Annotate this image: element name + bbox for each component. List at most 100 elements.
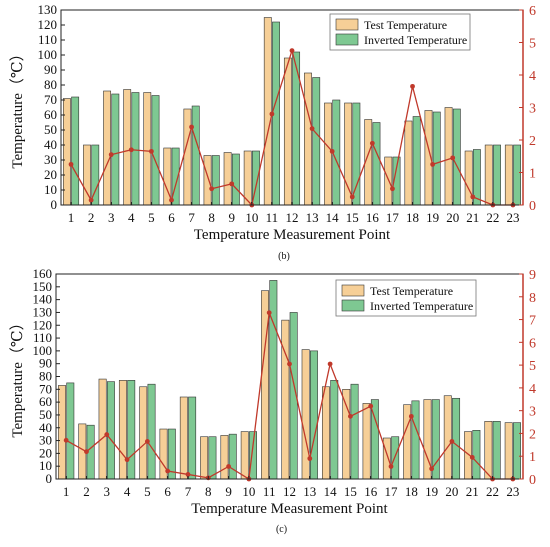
y2-tick-label: 3	[529, 405, 536, 420]
y2-tick-label: 1	[529, 167, 536, 182]
y-tick-label: 100	[33, 343, 53, 358]
y-tick-label: 40	[39, 420, 52, 435]
error-point-13	[307, 456, 313, 461]
error-point-1	[68, 161, 74, 167]
inverted-bar-7	[188, 396, 197, 480]
x-tick-label: 9	[228, 210, 235, 225]
legend-label-inverted: Inverted Temperature	[364, 33, 467, 47]
x-tick-label: 23	[506, 484, 519, 499]
y-tick-label: 20	[44, 167, 57, 182]
x-tick-label: 4	[124, 484, 131, 499]
x-tick-label: 15	[346, 210, 359, 225]
inverted-bar-11	[269, 280, 278, 480]
test-bar-16	[362, 403, 371, 480]
x-tick-label: 23	[506, 210, 519, 225]
x-tick-label: 5	[144, 484, 151, 499]
x-tick-label: 7	[185, 484, 192, 499]
x-tick-label: 21	[466, 210, 479, 225]
y-tick-label: 90	[39, 356, 52, 371]
x-tick-label: 7	[188, 210, 195, 225]
x-tick-label: 1	[63, 484, 70, 499]
test-bar-7	[183, 108, 192, 206]
y2-tick-label: 3	[529, 102, 536, 117]
x-tick-label: 4	[128, 210, 135, 225]
legend-label-test: Test Temperature	[364, 18, 447, 32]
test-bar-12	[281, 319, 290, 480]
inverted-bar-21	[472, 430, 481, 480]
error-point-16	[368, 403, 374, 409]
x-tick-label: 17	[386, 210, 400, 225]
y-tick-label: 90	[44, 62, 57, 77]
y2-tick-label: 5	[529, 359, 536, 374]
y-axis-title: Temperature（℃）	[9, 315, 26, 437]
x-tick-label: 16	[366, 210, 380, 225]
error-point-3	[108, 152, 114, 158]
inverted-bar-20	[452, 397, 461, 480]
x-tick-label: 13	[303, 484, 316, 499]
error-point-17	[388, 464, 394, 469]
test-bar-11	[261, 290, 270, 480]
x-tick-label: 12	[286, 210, 299, 225]
x-tick-label: 19	[426, 210, 439, 225]
y-tick-label: 50	[44, 122, 57, 137]
inverted-bar-1	[71, 96, 80, 206]
inverted-bar-7	[191, 105, 200, 206]
error-point-16	[369, 140, 375, 146]
legend-swatch-inverted	[341, 299, 365, 312]
error-point-11	[269, 111, 275, 117]
y-tick-label: 80	[39, 369, 52, 384]
error-point-3	[104, 432, 110, 437]
test-bar-10	[243, 150, 252, 206]
y2-tick-label: 5	[529, 37, 536, 52]
inverted-bar-9	[228, 433, 237, 480]
legend-swatch-inverted	[335, 33, 359, 46]
inverted-bar-15	[350, 383, 359, 480]
chart-c: 0102030405060708090100110120130140150160…	[9, 266, 536, 535]
error-point-14	[327, 361, 333, 367]
x-tick-label: 20	[446, 210, 459, 225]
test-bar-10	[240, 431, 249, 480]
error-point-18	[408, 413, 414, 419]
test-bar-4	[118, 380, 127, 480]
x-tick-label: 18	[406, 210, 419, 225]
legend-label-test: Test Temperature	[370, 284, 453, 298]
y-tick-label: 110	[38, 32, 57, 47]
error-point-12	[287, 361, 292, 367]
y2-tick-label: 0	[529, 199, 536, 214]
y-tick-label: 120	[38, 17, 58, 32]
y-tick-label: 10	[39, 458, 52, 473]
y2-tick-label: 4	[529, 69, 536, 84]
y-tick-label: 40	[44, 137, 57, 152]
x-tick-label: 19	[425, 484, 438, 499]
inverted-bar-5	[147, 383, 156, 480]
x-tick-label: 15	[344, 484, 357, 499]
error-point-19	[430, 161, 436, 167]
test-bar-22	[484, 144, 493, 206]
y2-tick-label: 4	[529, 382, 536, 397]
y-tick-label: 60	[39, 394, 52, 409]
inverted-bar-14	[330, 380, 339, 480]
inverted-bar-15	[352, 102, 361, 206]
inverted-bar-3	[106, 381, 115, 480]
y-tick-label: 0	[46, 471, 53, 486]
x-axis-title: Temperature Measurement Point	[191, 501, 388, 517]
y-tick-label: 110	[33, 330, 52, 345]
inverted-bar-8	[211, 155, 220, 206]
inverted-bar-8	[208, 436, 217, 480]
test-bar-23	[504, 422, 513, 480]
error-point-9	[226, 464, 231, 469]
x-tick-label: 22	[486, 484, 499, 499]
legend-swatch-test	[335, 18, 359, 31]
x-tick-label: 5	[148, 210, 155, 225]
inverted-bar-1	[66, 382, 75, 480]
error-point-5	[144, 439, 150, 444]
x-tick-label: 18	[405, 484, 418, 499]
inverted-bar-13	[312, 77, 321, 206]
test-bar-15	[342, 389, 351, 480]
test-bar-23	[504, 144, 513, 206]
y-tick-label: 150	[33, 279, 53, 294]
error-point-13	[309, 126, 315, 132]
